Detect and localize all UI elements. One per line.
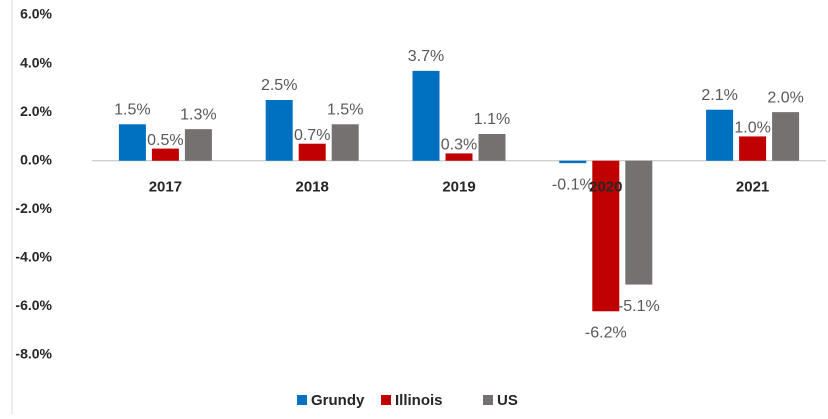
bar — [412, 70, 440, 161]
value-label: 0.3% — [441, 137, 477, 154]
bar — [445, 153, 473, 161]
bar — [331, 124, 359, 161]
value-label: 1.5% — [114, 102, 150, 119]
legend-swatch — [297, 395, 307, 405]
bar — [559, 160, 587, 164]
x-tick-label: 2020 — [589, 179, 622, 196]
y-tick-label: -8.0% — [15, 346, 52, 362]
x-tick-label: 2018 — [296, 179, 329, 196]
value-label: 0.5% — [147, 132, 183, 149]
value-label: 2.1% — [701, 87, 737, 104]
value-label: 3.7% — [408, 48, 444, 65]
x-tick-label: 2019 — [442, 179, 475, 196]
x-tick-label: 2017 — [149, 179, 182, 196]
legend-label: Illinois — [395, 392, 443, 409]
value-label: 2.5% — [261, 77, 297, 94]
y-tick-label: 4.0% — [20, 54, 52, 70]
bar — [118, 124, 146, 161]
value-label: 1.0% — [734, 120, 770, 137]
bar — [298, 143, 326, 161]
y-tick-label: -2.0% — [15, 200, 52, 216]
x-tick-label: 2021 — [736, 179, 769, 196]
bar — [592, 160, 620, 312]
y-tick-label: 0.0% — [20, 151, 52, 167]
y-tick-label: -6.0% — [15, 297, 52, 313]
value-label: 1.3% — [180, 106, 216, 123]
legend-swatch — [381, 395, 391, 405]
value-label: 2.0% — [767, 89, 803, 106]
value-label: 0.7% — [294, 127, 330, 144]
value-label: -0.1% — [552, 176, 594, 193]
y-tick-label: -4.0% — [15, 249, 52, 265]
y-tick-label: 2.0% — [20, 103, 52, 119]
value-label: 1.1% — [474, 111, 510, 128]
bar — [265, 100, 293, 161]
y-tick-label: 6.0% — [20, 6, 52, 22]
value-label: -6.2% — [585, 325, 627, 342]
bar — [706, 109, 734, 161]
bar — [151, 148, 179, 161]
bar — [625, 160, 653, 285]
bar — [739, 136, 767, 161]
bar — [184, 129, 212, 161]
legend-swatch — [483, 395, 493, 405]
legend-label: US — [497, 392, 518, 409]
value-label: 1.5% — [327, 102, 363, 119]
value-label: -5.1% — [618, 298, 660, 315]
legend-label: Grundy — [311, 392, 365, 409]
bar — [772, 112, 800, 161]
bar — [478, 134, 506, 161]
